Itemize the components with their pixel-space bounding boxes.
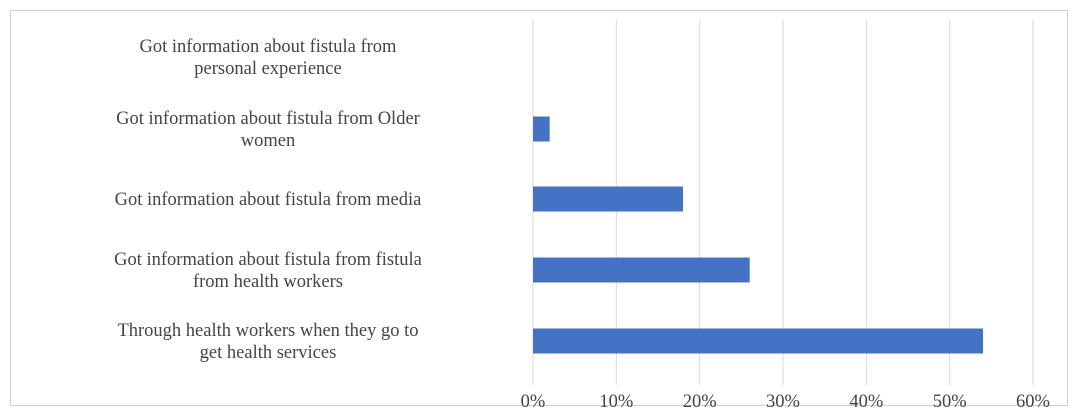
x-tick-label: 0% xyxy=(521,392,546,412)
category-label-line: Got information about fistula from fistu… xyxy=(114,250,422,270)
category-label: Got information about fistula from media xyxy=(115,190,422,210)
category-label-line: Got information about fistula from media xyxy=(115,190,422,210)
category-label: Got information about fistula from Older… xyxy=(116,109,420,151)
x-tick-label: 40% xyxy=(849,392,883,412)
x-tick-label: 60% xyxy=(1016,392,1050,412)
x-axis-ticks: 0% 10% 20% 30% 40% 50% 60% xyxy=(521,392,1050,412)
category-label-line: get health services xyxy=(200,343,337,363)
x-tick-label: 10% xyxy=(599,392,633,412)
bars xyxy=(533,116,983,354)
category-label-line: women xyxy=(241,131,295,151)
x-tick-label: 30% xyxy=(766,392,800,412)
category-label: Got information about fistula fromperson… xyxy=(140,37,398,79)
category-label-line: from health workers xyxy=(193,272,343,292)
chart-frame xyxy=(10,10,1068,406)
x-tick-label: 50% xyxy=(933,392,967,412)
bar xyxy=(533,257,750,283)
category-label-line: personal experience xyxy=(194,59,341,79)
bar xyxy=(533,116,550,142)
category-label-line: Through health workers when they go to xyxy=(117,321,418,341)
category-label-line: Got information about fistula from Older xyxy=(116,109,420,129)
bar xyxy=(533,328,983,354)
category-label: Got information about fistula from fistu… xyxy=(114,250,422,292)
x-tick-label: 20% xyxy=(683,392,717,412)
category-labels: Got information about fistula fromperson… xyxy=(114,37,422,363)
category-label-line: Got information about fistula from xyxy=(140,37,398,57)
bar xyxy=(533,186,683,212)
category-label: Through health workers when they go toge… xyxy=(117,321,418,363)
gridlines xyxy=(532,20,1034,385)
